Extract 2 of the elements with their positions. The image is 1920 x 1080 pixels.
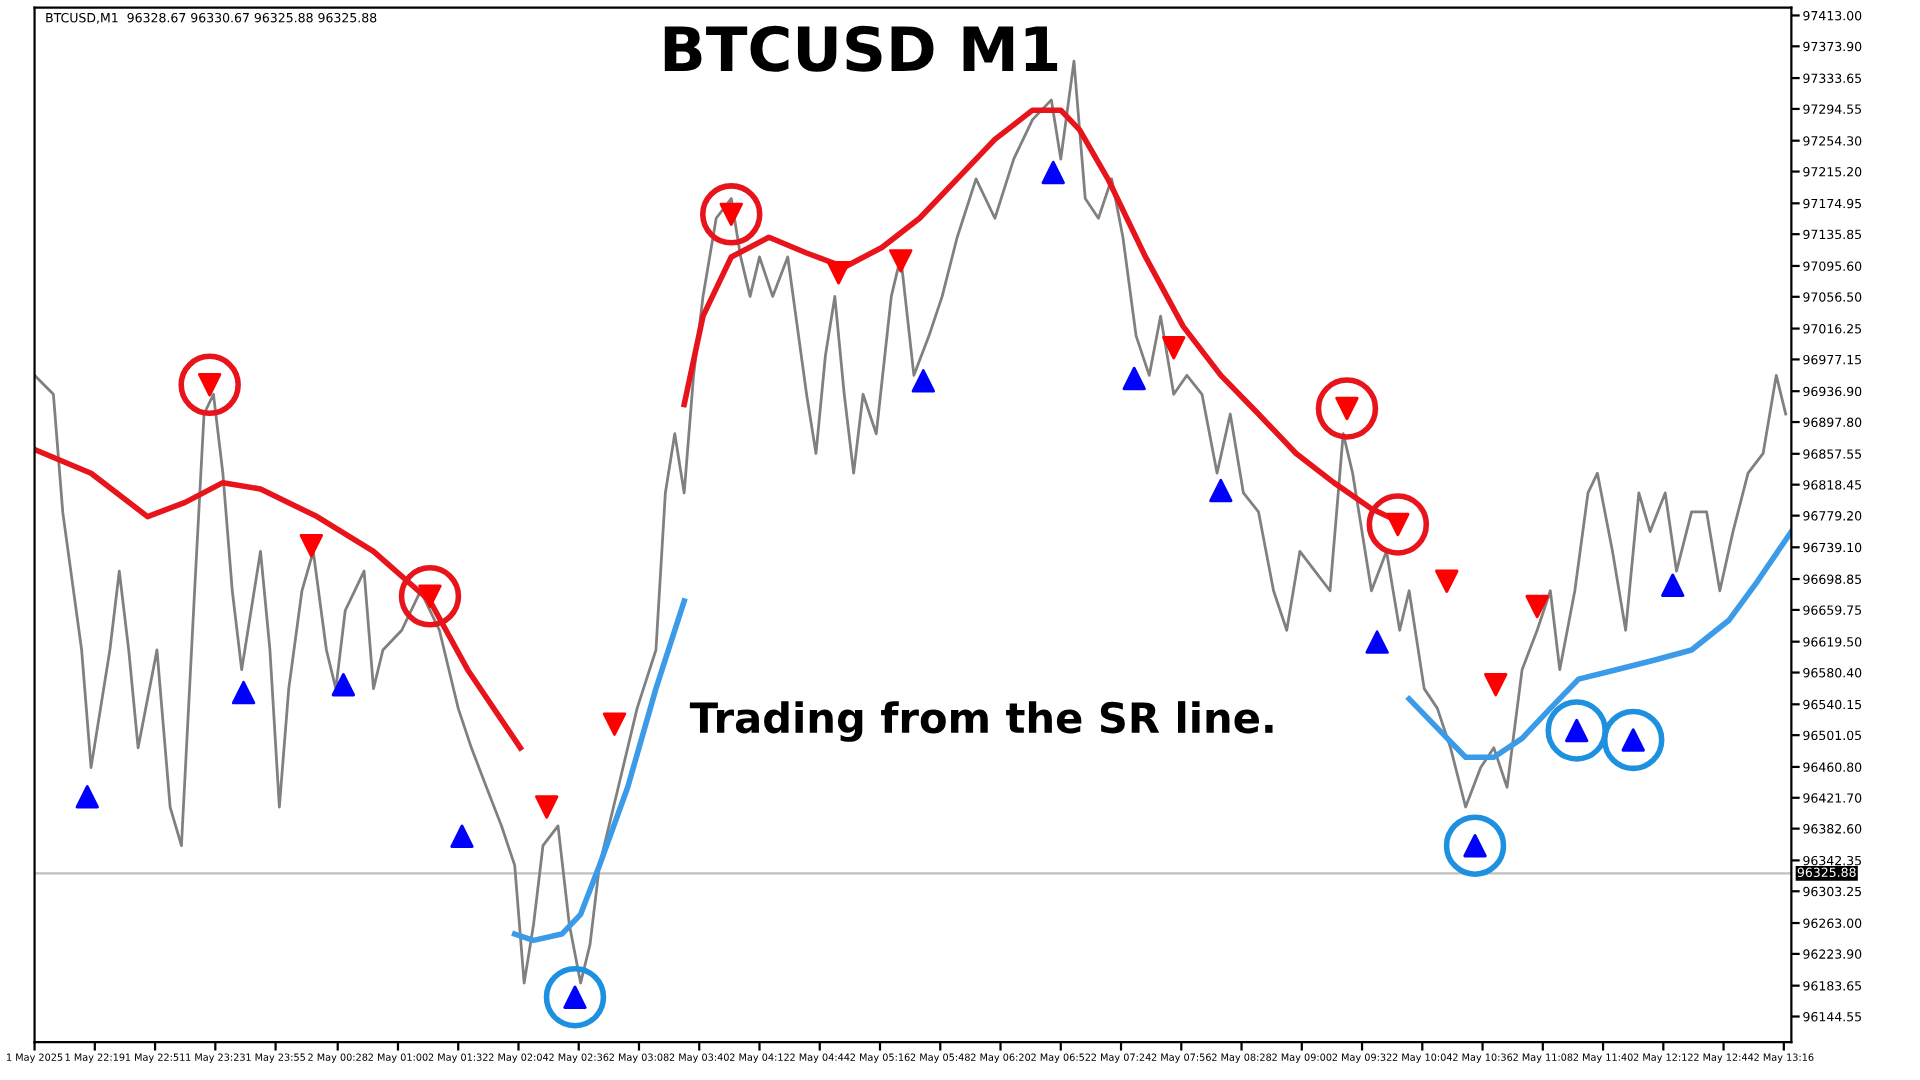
chart-title: BTCUSD M1 <box>664 25 1058 72</box>
annotation: Trading from the SR line. <box>689 701 1273 742</box>
